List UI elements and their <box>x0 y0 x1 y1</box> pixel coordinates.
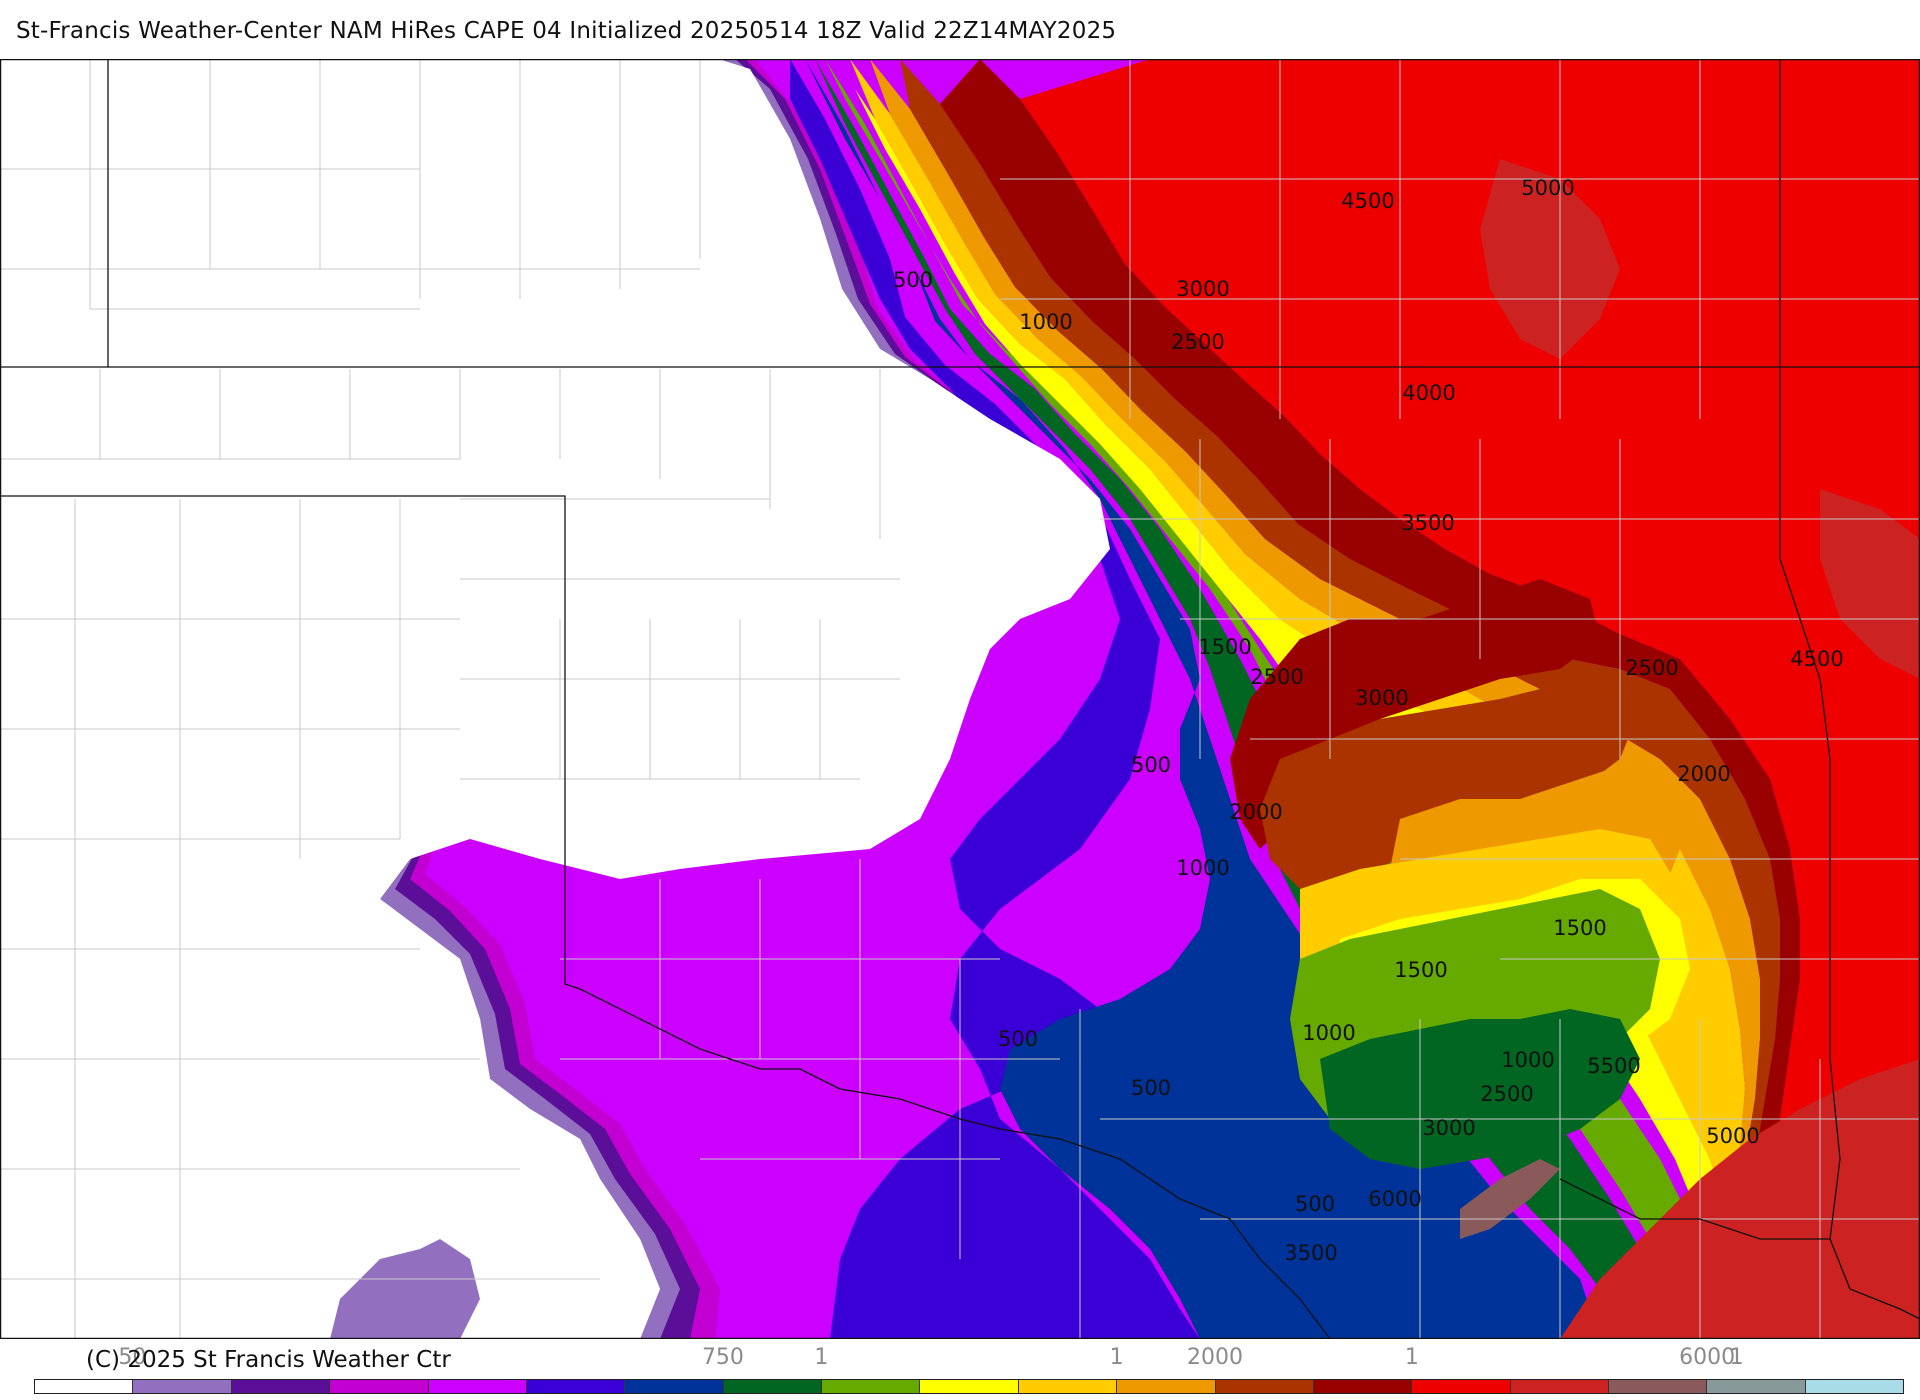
colorbar-swatch <box>920 1380 1019 1393</box>
contour-label: 500 <box>1295 1192 1335 1216</box>
contour-label: 2500 <box>1625 656 1678 680</box>
colorbar-swatch <box>1313 1380 1413 1393</box>
legend-tick-label: 1 <box>814 1345 829 1370</box>
low-cape-island <box>1 60 1110 1338</box>
contour-label: 2000 <box>1229 800 1282 824</box>
cape-band-4500 <box>1020 60 1919 1338</box>
colorbar-swatch <box>231 1380 331 1393</box>
legend-tick-label: 1 <box>1404 1345 1419 1370</box>
cape-band-1750 <box>835 60 1750 1338</box>
colorbar-swatch <box>822 1380 921 1393</box>
contour-labels: 500 1000 3000 2500 4500 5000 4000 3500 1… <box>893 176 1844 1265</box>
cape-band-5000-ne <box>1480 159 1620 359</box>
contour-label: 3000 <box>1176 277 1229 301</box>
colorbar-swatch <box>1609 1380 1708 1393</box>
cape-band-5000-e <box>1820 489 1919 679</box>
contour-label: 500 <box>1131 1076 1171 1100</box>
cape-map: 500 1000 3000 2500 4500 5000 4000 3500 1… <box>0 59 1920 1339</box>
contour-label: 1000 <box>1302 1021 1355 1045</box>
contour-label: 4000 <box>1402 381 1455 405</box>
contour-label: 4500 <box>1341 189 1394 213</box>
contour-label: 2000 <box>1677 762 1730 786</box>
cape-core-3000 <box>1260 679 1640 889</box>
colorbar-swatch <box>1215 1380 1314 1393</box>
colorbar-swatch <box>1018 1380 1118 1393</box>
cape-band-2500 <box>870 60 1760 1338</box>
legend-tick-label: 1 <box>1109 1345 1124 1370</box>
colorbar-swatch <box>526 1380 626 1393</box>
colorbar-swatch <box>35 1380 134 1393</box>
colorbar-swatch <box>1805 1380 1904 1393</box>
contour-label: 500 <box>998 1027 1038 1051</box>
colorbar-swatch <box>625 1380 724 1393</box>
copyright-text: (C) 2025 St Francis Weather Ctr <box>86 1347 451 1373</box>
contour-label: 1500 <box>1553 916 1606 940</box>
colorbar-swatch <box>1117 1380 1216 1393</box>
cape-fill-layers <box>1 60 1919 1338</box>
contour-label: 2500 <box>1250 665 1303 689</box>
contour-label: 4500 <box>1790 647 1843 671</box>
legend-tick-label: 750 <box>701 1345 744 1370</box>
colorbar-swatch <box>1707 1380 1806 1393</box>
contour-label: 2500 <box>1171 330 1224 354</box>
colorbar <box>34 1379 1904 1394</box>
cape-band-750 <box>790 60 1200 1338</box>
cape-band-3500 <box>940 60 1800 1338</box>
contour-label: 5000 <box>1706 1124 1759 1148</box>
contour-label: 3500 <box>1284 1241 1337 1265</box>
colorbar-swatch <box>330 1380 429 1393</box>
contour-label: 1000 <box>1019 310 1072 334</box>
contour-label: 3000 <box>1355 686 1408 710</box>
colorbar-swatch <box>428 1380 527 1393</box>
state-borders <box>0 59 1920 1339</box>
contour-label: 5500 <box>1587 1054 1640 1078</box>
cape-band-5500 <box>1560 1059 1919 1338</box>
contour-label: 2500 <box>1480 1082 1533 1106</box>
contour-label: 1500 <box>1394 958 1447 982</box>
map-title: St-Francis Weather-Center NAM HiRes CAPE… <box>16 18 1117 44</box>
contour-label: 5000 <box>1521 176 1574 200</box>
county-lines <box>0 59 1920 1339</box>
legend-tick-label: 6000 <box>1679 1345 1736 1370</box>
cape-band-2000 <box>850 60 1750 1338</box>
cape-band-3000 <box>900 60 1780 1338</box>
contour-label: 500 <box>893 268 933 292</box>
contour-label: 3000 <box>1422 1116 1475 1140</box>
colorbar-swatch <box>1412 1380 1511 1393</box>
legend-tick-label: 50 <box>118 1345 147 1370</box>
cape-core-3500 <box>1230 579 1600 849</box>
colorbar-swatch <box>133 1380 232 1393</box>
low-cape-island-sw <box>330 1239 480 1338</box>
legend: 50 750 1 1 2000 1 6000 1 (C) 2025 St Francis We… <box>0 1339 1920 1400</box>
contour-label: 3500 <box>1401 511 1454 535</box>
legend-tick-label: 2000 <box>1187 1345 1244 1370</box>
contour-label: 1000 <box>1501 1048 1554 1072</box>
legend-tick-label: 1 <box>1729 1345 1744 1370</box>
cape-band-1000 <box>805 60 1600 1338</box>
colorbar-swatch <box>1510 1380 1609 1393</box>
colorbar-swatch <box>723 1380 822 1393</box>
contour-label: 6000 <box>1368 1187 1421 1211</box>
contour-label: 500 <box>1131 753 1171 777</box>
contour-label: 1000 <box>1176 856 1229 880</box>
contour-label: 1500 <box>1198 635 1251 659</box>
